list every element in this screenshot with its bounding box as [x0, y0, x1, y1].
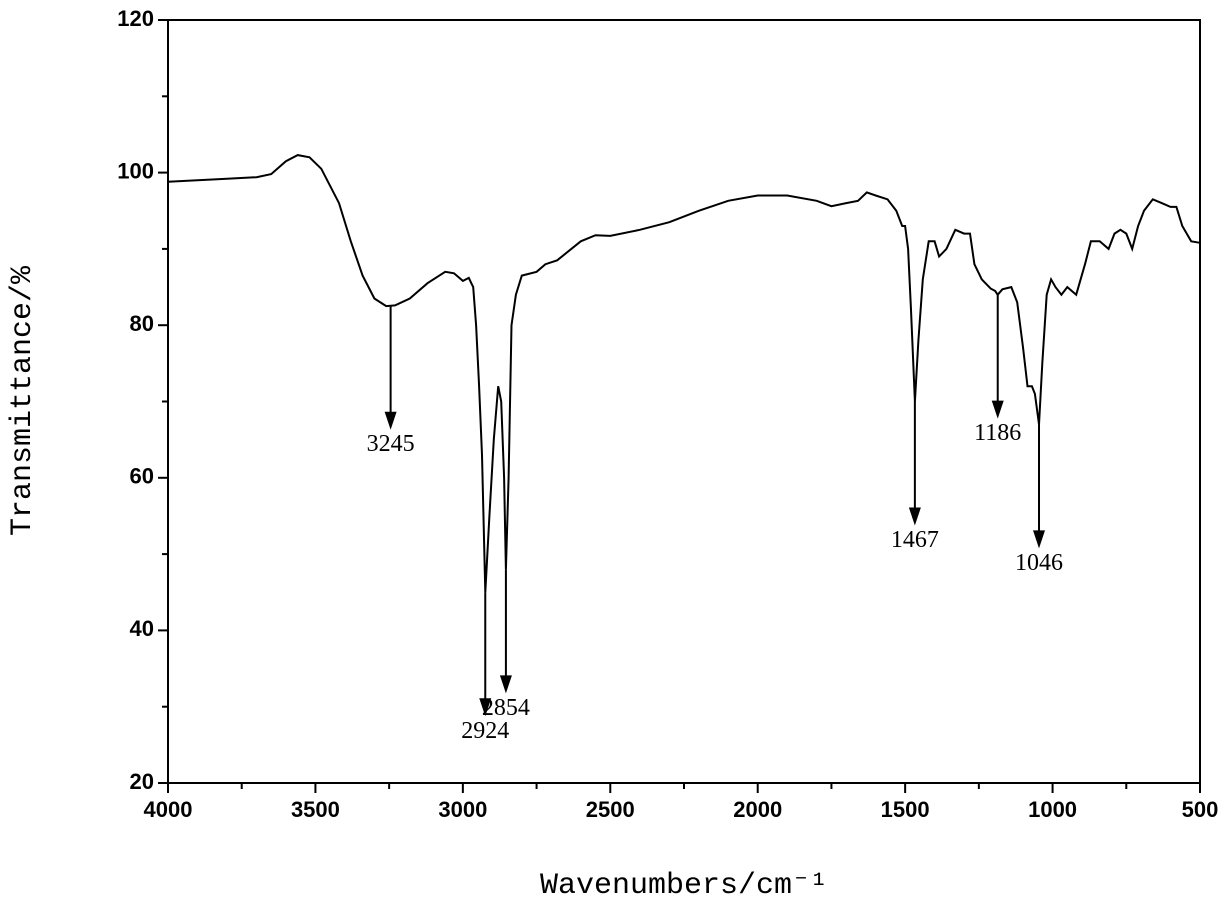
x-tick-label: 4000	[144, 797, 193, 822]
annotation-label: 2924	[461, 718, 509, 744]
y-tick-label: 100	[117, 158, 154, 183]
annotation-label: 1186	[974, 420, 1021, 446]
x-tick-label: 2500	[586, 797, 635, 822]
y-tick-label: 120	[117, 6, 154, 31]
y-axis-label: Transmittance/%	[6, 265, 40, 536]
plot-frame	[167, 19, 1201, 784]
annotation-arrowhead	[499, 675, 512, 694]
annotation-label: 1467	[891, 527, 939, 553]
annotation-label: 1046	[1015, 550, 1063, 576]
annotation-arrowhead	[991, 400, 1004, 419]
annotation-arrowhead	[908, 507, 921, 526]
y-tick-label: 40	[130, 616, 154, 641]
annotation-arrowhead	[384, 411, 397, 430]
x-tick-label: 2000	[733, 797, 782, 822]
x-tick-label: 3000	[438, 797, 487, 822]
x-tick-label: 1500	[881, 797, 930, 822]
annotation-label: 3245	[367, 431, 415, 457]
x-tick-label: 3500	[291, 797, 340, 822]
y-tick-label: 20	[130, 769, 154, 794]
y-tick-label: 60	[130, 464, 154, 489]
annotation-arrowhead	[1033, 530, 1046, 549]
x-tick-label: 1000	[1028, 797, 1077, 822]
annotation-label: 2854	[482, 695, 530, 721]
annotation-arrowhead	[479, 698, 492, 717]
x-tick-label: 500	[1182, 797, 1219, 822]
spectrum-line	[167, 154, 1201, 593]
y-tick-label: 80	[130, 311, 154, 336]
x-axis-label: Wavenumbers/cm⁻¹	[540, 869, 828, 903]
